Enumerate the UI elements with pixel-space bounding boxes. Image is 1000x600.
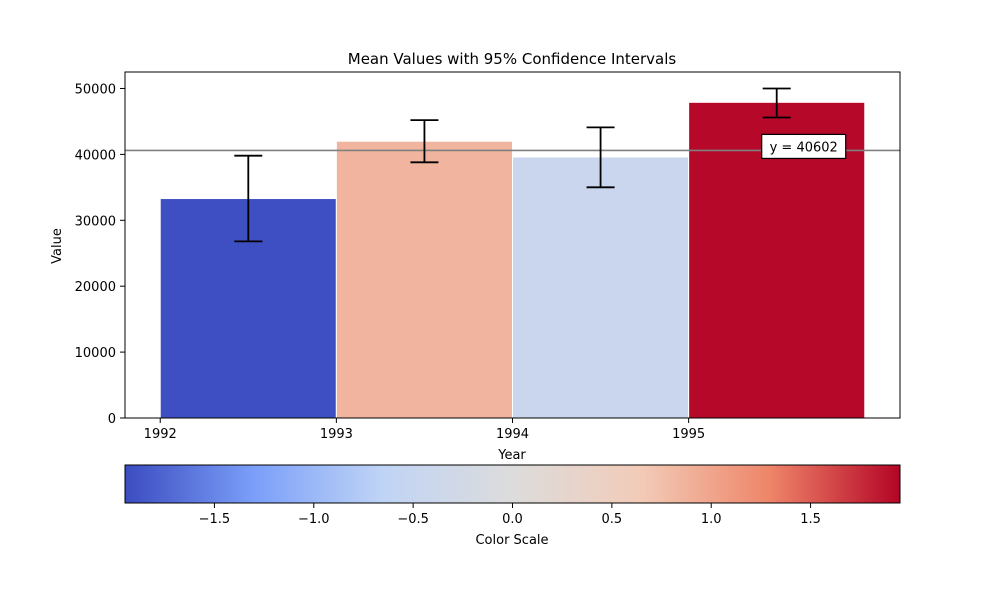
colorbar-tick-label: 1.5 <box>800 512 821 527</box>
bar-1993 <box>335 140 514 419</box>
colorbar-tick-label: −0.5 <box>397 512 429 527</box>
y-tick-label: 50000 <box>75 82 116 97</box>
colorbar-tick-label: −1.0 <box>298 512 330 527</box>
y-tick-label: 40000 <box>75 148 116 163</box>
x-tick-label: 1992 <box>144 427 177 442</box>
x-tick-label: 1994 <box>496 427 529 442</box>
colorbar: −1.5 −1.0 −0.5 0.0 0.5 1.0 1.5 <box>124 464 901 527</box>
error-bar-1995 <box>762 87 791 119</box>
x-axis-label: Year <box>497 448 526 463</box>
y-tick-label: 20000 <box>75 280 116 295</box>
error-bar-1993 <box>410 119 439 164</box>
y-tick-label: 30000 <box>75 214 116 229</box>
plot-area: y = 40602 1992 1993 1994 1995 0 10000 20000 3000… <box>75 71 901 442</box>
reference-label: y = 40602 <box>770 140 838 155</box>
colorbar-tick-label: 0.0 <box>502 512 523 527</box>
y-tick-label: 10000 <box>75 346 116 361</box>
chart-title: Mean Values with 95% Confidence Interval… <box>348 50 677 68</box>
bar-1994 <box>512 156 690 419</box>
colorbar-tick-label: 1.0 <box>701 512 722 527</box>
x-tick-label: 1995 <box>672 427 705 442</box>
colorbar-label: Color Scale <box>475 533 548 548</box>
error-bar-1992 <box>234 154 263 243</box>
colorbar-tick-label: 0.5 <box>602 512 623 527</box>
reference-label-box <box>761 133 847 160</box>
error-bar-1994 <box>586 126 615 189</box>
y-axis-label: Value <box>50 228 65 264</box>
x-tick-label: 1993 <box>320 427 353 442</box>
colorbar-tick-label: −1.5 <box>199 512 231 527</box>
colorbar-gradient <box>124 464 901 504</box>
y-tick-label: 0 <box>108 412 116 427</box>
